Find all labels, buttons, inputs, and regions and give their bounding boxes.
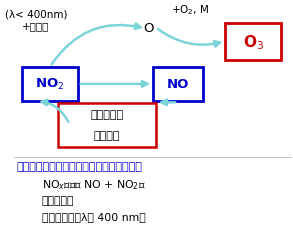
Text: 炭化水素の: 炭化水素の: [91, 109, 124, 119]
Text: NO$_2$: NO$_2$: [35, 77, 65, 92]
Text: 太陽紫外線（λ＜ 400 nm）: 太陽紫外線（λ＜ 400 nm）: [42, 212, 145, 222]
Bar: [58, 104, 156, 148]
Text: NO$_x$　（＝ NO + NO$_2$）: NO$_x$ （＝ NO + NO$_2$）: [42, 177, 145, 191]
Text: O$_3$: O$_3$: [243, 33, 264, 51]
Text: NO: NO: [167, 78, 189, 91]
Text: (λ< 400nm)
+太陽光: (λ< 400nm) +太陽光: [5, 10, 67, 31]
Bar: [22, 67, 78, 102]
Text: 酸化過程: 酸化過程: [94, 130, 120, 140]
Bar: [153, 67, 203, 102]
Bar: [225, 24, 281, 60]
Text: 炭化水素類: 炭化水素類: [42, 195, 74, 205]
Text: +O$_2$, M: +O$_2$, M: [171, 3, 210, 17]
Text: オゾン（オキシダント）生成に必要なもの: オゾン（オキシダント）生成に必要なもの: [17, 161, 142, 171]
Text: O: O: [144, 22, 154, 35]
